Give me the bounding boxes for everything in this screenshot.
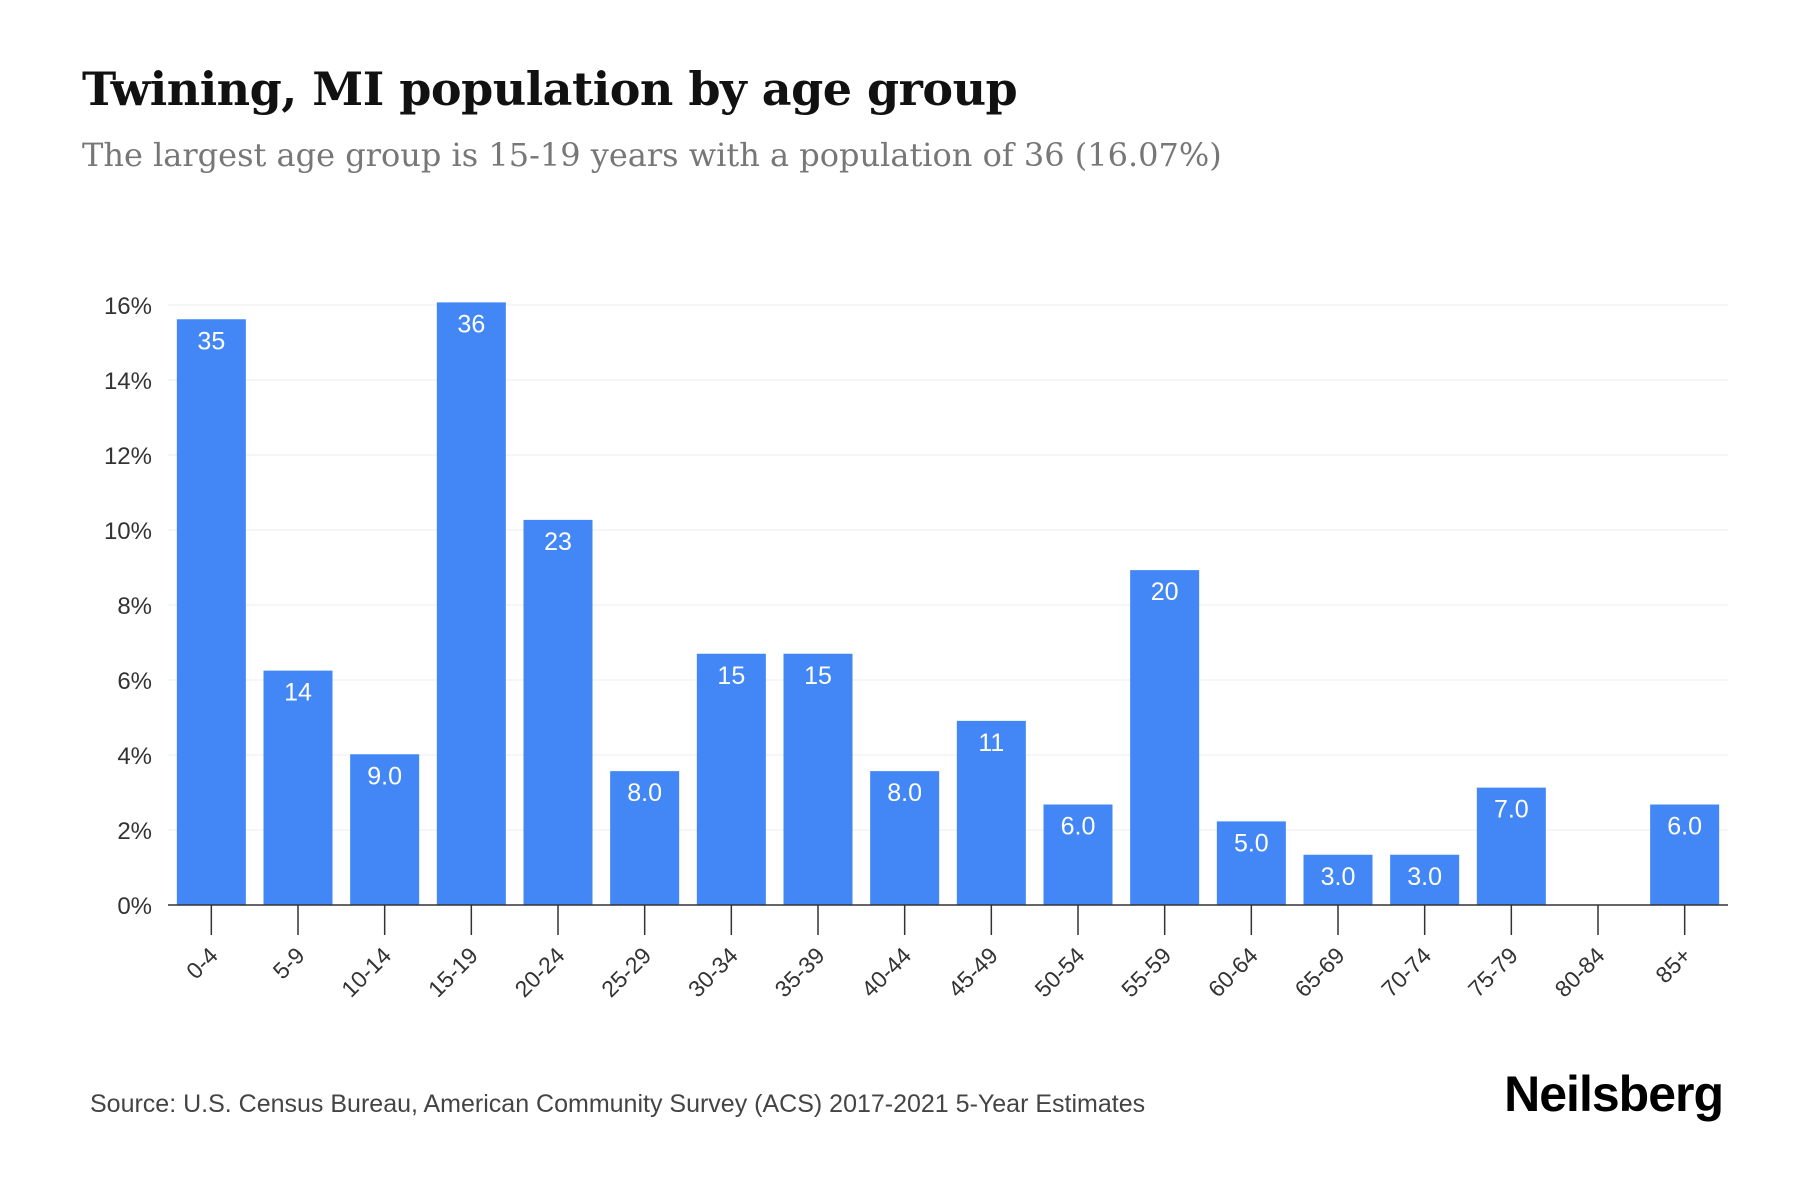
bar <box>696 653 766 905</box>
bar <box>1303 854 1373 905</box>
bar <box>783 653 853 905</box>
bars <box>176 302 1720 905</box>
x-tick-label: 5-9 <box>268 942 310 984</box>
x-tick-label: 80-84 <box>1550 942 1610 1002</box>
bar-value-label: 3.0 <box>1321 863 1356 891</box>
y-tick-label: 2% <box>117 818 152 845</box>
y-tick-label: 10% <box>104 518 152 545</box>
bar <box>1043 804 1113 905</box>
bar-value-label: 9.0 <box>367 762 402 790</box>
chart-subtitle: The largest age group is 15-19 years wit… <box>82 136 1222 174</box>
bar <box>1476 787 1546 905</box>
bar-value-label: 8.0 <box>627 779 662 807</box>
bar <box>523 519 593 905</box>
bar-value-label: 20 <box>1151 578 1179 606</box>
bar-value-label: 5.0 <box>1234 829 1269 857</box>
bar-value-label: 3.0 <box>1407 863 1442 891</box>
bar <box>1390 854 1460 905</box>
x-tick-label: 15-19 <box>423 942 483 1002</box>
y-tick-label: 12% <box>104 443 152 470</box>
x-axis-ticks: 0-4 5-9 10-14 15-19 20-24 25-29 30-34 35-39 40-4… <box>181 905 1696 1002</box>
bar <box>1130 570 1200 905</box>
x-tick-label: 50-54 <box>1030 942 1090 1002</box>
x-tick-label: 55-59 <box>1116 942 1176 1002</box>
bar <box>870 771 940 905</box>
bar-value-label: 8.0 <box>887 779 922 807</box>
y-axis-ticks: 0% 2% 4% 6% 8% 10% 12% 14% 16% <box>104 293 152 920</box>
bar-value-label: 15 <box>804 662 832 690</box>
y-tick-label: 8% <box>117 593 152 620</box>
x-tick-label: 20-24 <box>510 942 570 1002</box>
x-tick-label: 30-34 <box>683 942 743 1002</box>
bar <box>1650 804 1720 905</box>
bar-value-label: 15 <box>717 662 745 690</box>
y-tick-label: 4% <box>117 743 152 770</box>
x-tick-label: 70-74 <box>1376 942 1436 1002</box>
bar <box>1216 821 1286 905</box>
bar-value-label: 35 <box>197 327 225 355</box>
x-tick-label: 45-49 <box>943 942 1003 1002</box>
chart-title: Twining, MI population by age group <box>82 62 1018 116</box>
bar <box>610 771 680 905</box>
bar-value-label: 11 <box>978 729 1004 757</box>
bar <box>350 754 420 905</box>
x-tick-label: 10-14 <box>336 942 396 1002</box>
brand-logo: Neilsberg <box>1504 1066 1724 1122</box>
y-tick-label: 14% <box>104 368 152 395</box>
x-tick-label: 85+ <box>1650 942 1696 988</box>
x-tick-label: 65-69 <box>1290 942 1350 1002</box>
x-tick-label: 60-64 <box>1203 942 1263 1002</box>
bar-value-labels: 35 14 9.0 36 23 8.0 15 15 8.0 11 6.0 20 5.0 3.0 3.0 7.0… <box>197 310 1702 890</box>
y-tick-label: 16% <box>104 293 152 320</box>
x-tick-label: 40-44 <box>856 942 916 1002</box>
y-tick-label: 0% <box>117 893 152 920</box>
bar <box>956 720 1026 905</box>
source-note: Source: U.S. Census Bureau, American Com… <box>90 1090 1146 1118</box>
bar-value-label: 7.0 <box>1494 796 1529 824</box>
x-tick-label: 75-79 <box>1463 942 1523 1002</box>
bar-value-label: 36 <box>457 310 485 338</box>
x-tick-label: 25-29 <box>596 942 656 1002</box>
x-tick-label: 0-4 <box>181 942 223 984</box>
bar-value-label: 23 <box>544 528 572 556</box>
x-tick-label: 35-39 <box>770 942 830 1002</box>
y-tick-label: 6% <box>117 668 152 695</box>
gridlines <box>168 304 1728 831</box>
bar-value-label: 14 <box>284 679 312 707</box>
bar <box>263 670 333 905</box>
bar <box>436 302 506 905</box>
bar-value-label: 6.0 <box>1061 813 1096 841</box>
bar <box>176 319 246 905</box>
bar-value-label: 6.0 <box>1667 813 1702 841</box>
